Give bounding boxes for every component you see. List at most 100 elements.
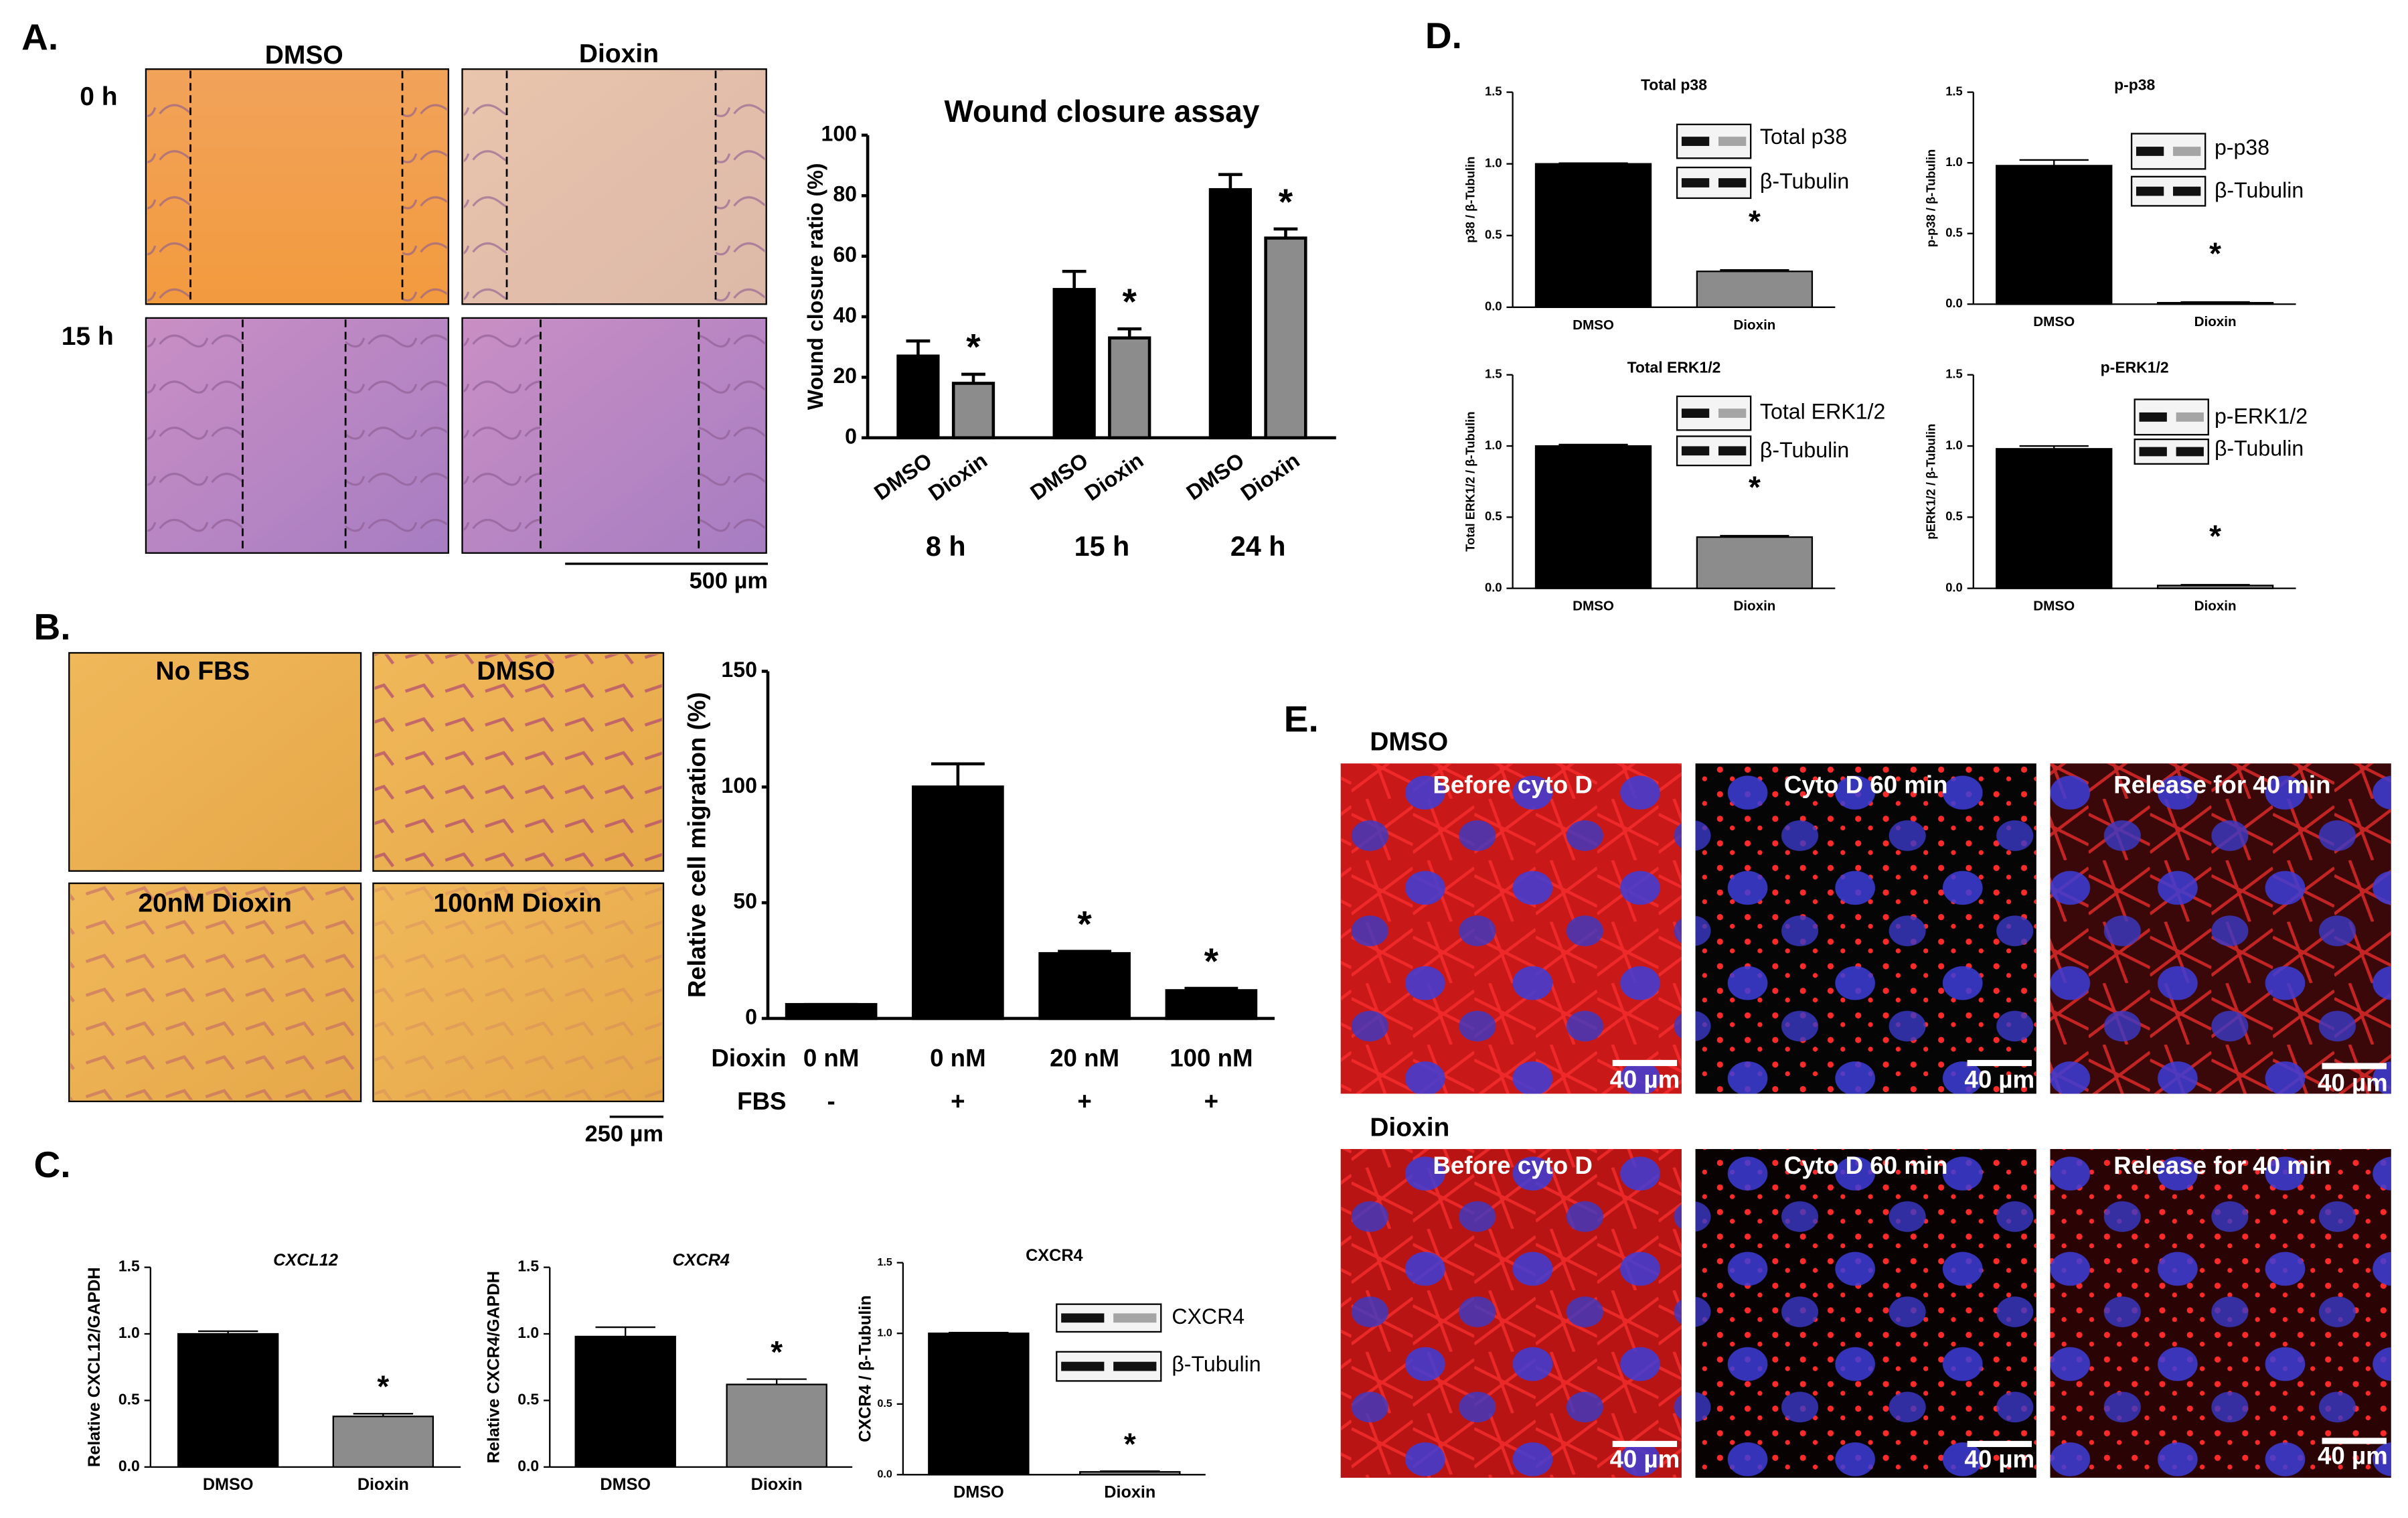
scale-bar-label: 40 µm xyxy=(1609,1066,1680,1093)
y-tick-label: 60 xyxy=(833,242,857,267)
bar xyxy=(912,785,1004,1020)
bar xyxy=(177,1333,279,1468)
x-tick-label: 100 nM xyxy=(1170,1045,1253,1072)
y-axis-label: Relative CXCL12/GAPDH xyxy=(85,1267,104,1467)
x-tick-label: Dioxin xyxy=(2194,314,2237,329)
fbs-label: + xyxy=(1077,1087,1091,1115)
panel-label: D. xyxy=(1425,15,1462,56)
blot-label: β-Tubulin xyxy=(1172,1352,1261,1376)
y-tick-label: 0 xyxy=(845,424,857,448)
bar xyxy=(332,1416,434,1468)
cells xyxy=(374,654,662,870)
scale-bars xyxy=(1612,1059,2387,1448)
scale-bar-label: 40 µm xyxy=(2318,1442,2388,1470)
panel-label: C. xyxy=(33,1144,70,1185)
scale-bar-label: 40 µm xyxy=(2318,1069,2388,1096)
y-axis-label: Relative CXCR4/GAPDH xyxy=(484,1271,503,1463)
bar xyxy=(896,354,940,440)
bar xyxy=(1534,445,1652,589)
x-tick-label: 0 nM xyxy=(803,1045,860,1072)
blot-band xyxy=(1718,137,1747,146)
image-column-label: Dioxin xyxy=(579,40,659,68)
bar xyxy=(928,1333,1030,1476)
chart-title: Total ERK1/2 xyxy=(1627,359,1721,376)
bar xyxy=(1996,448,2113,589)
bar xyxy=(574,1335,676,1468)
y-tick-label: 0.0 xyxy=(1485,580,1502,594)
cells xyxy=(147,319,243,552)
y-tick-label: 0.5 xyxy=(1485,228,1502,242)
y-tick-label: 0.5 xyxy=(878,1397,892,1410)
chart-title: Total p38 xyxy=(1641,76,1707,94)
significance: * xyxy=(1749,469,1761,504)
blot-band xyxy=(1718,408,1747,418)
blot-label: p-ERK1/2 xyxy=(2215,404,2308,428)
blot-label: Total p38 xyxy=(1760,125,1847,149)
cells xyxy=(147,70,191,303)
x-tick-label: Dioxin xyxy=(751,1475,803,1494)
scale-bar-label: 40 µm xyxy=(1964,1066,2034,1093)
cells xyxy=(463,70,507,303)
blot-band xyxy=(2139,447,2167,457)
image-label: Before cyto D xyxy=(1433,1152,1593,1179)
y-tick-label: 0 xyxy=(745,1004,757,1029)
cells xyxy=(402,70,447,303)
bar xyxy=(951,382,995,440)
blot-band xyxy=(1113,1313,1157,1323)
fluorescence-grid xyxy=(1340,763,2391,1478)
blot-band xyxy=(2139,412,2167,422)
x-tick-label: Dioxin xyxy=(2194,599,2237,614)
y-tick-label: 1.0 xyxy=(878,1326,892,1339)
bar-label: DMSO xyxy=(1026,448,1093,505)
blot-band xyxy=(2136,147,2164,156)
y-tick-label: 1.5 xyxy=(1945,367,1963,381)
micrograph xyxy=(68,652,362,872)
x-tick-label: Dioxin xyxy=(1733,317,1775,333)
y-tick-label: 1.0 xyxy=(1945,155,1963,169)
nuclei xyxy=(2050,763,2391,1094)
y-tick-label: 150 xyxy=(721,658,757,682)
x-tick-label: 24 h xyxy=(1230,531,1286,562)
blot-label: β-Tubulin xyxy=(2215,178,2304,202)
blot-band xyxy=(1681,137,1710,146)
image-row-label: 15 h xyxy=(62,322,114,351)
bar xyxy=(2156,301,2274,305)
nuclei xyxy=(1695,763,2036,1094)
significance: * xyxy=(1077,903,1092,945)
bar xyxy=(2156,585,2274,589)
x-tick-label: 20 nM xyxy=(1050,1045,1119,1072)
image-label: Cyto D 60 min xyxy=(1784,1152,1948,1179)
bar-label: Dioxin xyxy=(1236,448,1304,506)
chart-title: CXCL12 xyxy=(273,1251,338,1270)
y-tick-label: 0.0 xyxy=(878,1468,892,1481)
y-tick-label: 0.5 xyxy=(118,1390,140,1408)
bar-label: DMSO xyxy=(870,448,937,505)
blot-band xyxy=(1681,446,1710,456)
bar xyxy=(1696,536,1814,589)
y-tick-label: 50 xyxy=(733,889,757,913)
blot-label: β-Tubulin xyxy=(1760,169,1849,193)
scale-bar-label: 40 µm xyxy=(1609,1445,1680,1472)
image-label: 100nM Dioxin xyxy=(433,889,601,918)
x-tick-label: 15 h xyxy=(1074,531,1130,562)
blot-band xyxy=(1681,408,1710,418)
cells xyxy=(374,885,662,1100)
y-axis-label: pERK1/2 / β-Tubulin xyxy=(1924,424,1938,540)
scale-bar xyxy=(2322,1438,2387,1444)
bar xyxy=(1696,271,1814,308)
scale-bar-label: 500 µm xyxy=(690,568,768,594)
image-label: DMSO xyxy=(477,657,555,686)
x-tick-label: Dioxin xyxy=(1104,1483,1155,1502)
y-tick-label: 1.5 xyxy=(1945,84,1963,98)
y-tick-label: 0.0 xyxy=(118,1457,140,1474)
nuclei xyxy=(2050,1148,2391,1478)
blot-band xyxy=(2173,147,2201,156)
bar xyxy=(1038,952,1131,1020)
blot-band xyxy=(1061,1361,1105,1371)
blot-label: β-Tubulin xyxy=(1760,438,1849,462)
bar xyxy=(1534,163,1652,308)
y-tick-label: 0.5 xyxy=(517,1390,539,1408)
significance: * xyxy=(1123,281,1137,322)
y-tick-label: 20 xyxy=(833,364,857,388)
